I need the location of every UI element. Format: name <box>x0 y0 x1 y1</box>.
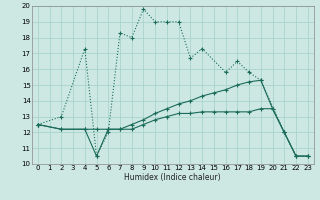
X-axis label: Humidex (Indice chaleur): Humidex (Indice chaleur) <box>124 173 221 182</box>
